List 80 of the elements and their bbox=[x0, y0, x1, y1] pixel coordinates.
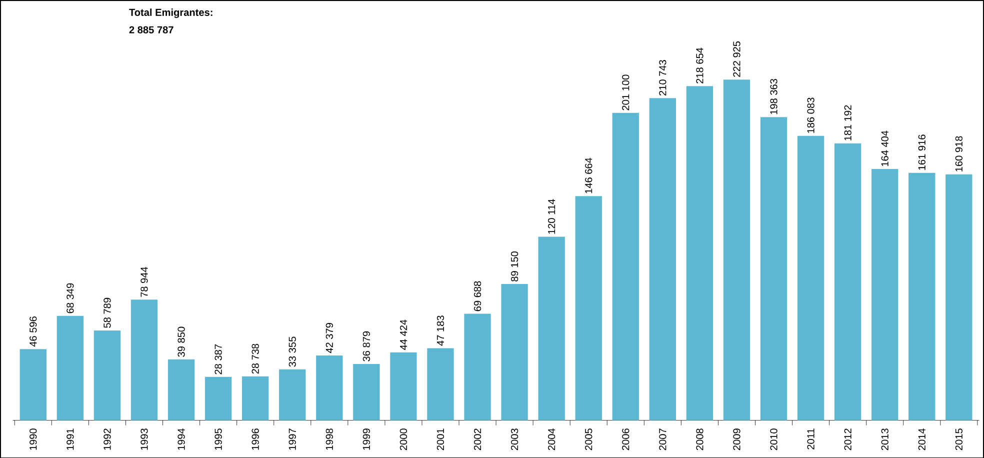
x-tick-label: 2011 bbox=[807, 428, 814, 450]
data-label: 186 083 bbox=[807, 98, 814, 133]
x-tick-label: 2009 bbox=[733, 428, 740, 450]
x-tick-label: 1997 bbox=[288, 428, 296, 450]
data-label: 46 596 bbox=[30, 316, 37, 346]
data-label: 33 355 bbox=[288, 336, 296, 367]
bar bbox=[279, 369, 306, 420]
bar bbox=[612, 112, 639, 420]
x-tick-label: 2014 bbox=[918, 428, 926, 450]
x-tick-label: 2006 bbox=[622, 428, 630, 450]
bar bbox=[834, 143, 862, 420]
x-tick-label: 2001 bbox=[436, 428, 444, 450]
bar bbox=[946, 174, 972, 420]
x-tick-label: 2000 bbox=[400, 428, 408, 450]
data-label: 161 916 bbox=[918, 134, 926, 170]
data-label: 44 424 bbox=[400, 319, 407, 350]
bar bbox=[353, 364, 380, 420]
data-label: 89 150 bbox=[510, 251, 518, 282]
text: 2 885 787 bbox=[129, 26, 174, 34]
x-tick-label: 1995 bbox=[214, 428, 222, 450]
x-tick-label: 2005 bbox=[585, 428, 592, 450]
data-label: 47 183 bbox=[436, 315, 444, 346]
bar bbox=[390, 352, 417, 420]
x-tick-label: 2012 bbox=[844, 428, 852, 450]
data-label: 28 738 bbox=[252, 344, 259, 374]
bar bbox=[501, 284, 528, 420]
x-tick-label: 2008 bbox=[696, 428, 704, 450]
data-label: 146 664 bbox=[585, 158, 592, 193]
bar bbox=[538, 236, 565, 420]
data-label: 36 879 bbox=[362, 331, 370, 362]
data-label: 28 387 bbox=[214, 344, 222, 374]
x-tick-label: 1998 bbox=[326, 428, 333, 450]
bar bbox=[94, 330, 121, 420]
data-label: 201 100 bbox=[622, 74, 630, 110]
x-tick-label: 2002 bbox=[474, 428, 482, 450]
bar bbox=[797, 136, 824, 420]
bar bbox=[242, 376, 269, 420]
data-label: 164 404 bbox=[881, 130, 888, 166]
bar bbox=[204, 376, 232, 420]
x-tick-label: 1990 bbox=[30, 428, 37, 450]
bar bbox=[316, 355, 343, 420]
x-tick-label: 1994 bbox=[178, 428, 185, 450]
data-label: 222 925 bbox=[733, 41, 740, 77]
data-label: 39 850 bbox=[178, 326, 185, 357]
bar bbox=[575, 196, 602, 420]
bar bbox=[649, 98, 676, 420]
bar bbox=[760, 116, 788, 420]
data-label: 78 944 bbox=[140, 266, 148, 297]
x-tick-label: 1993 bbox=[140, 428, 148, 450]
bar bbox=[908, 172, 936, 420]
data-label: 181 192 bbox=[844, 105, 852, 140]
x-tick-label: 2010 bbox=[770, 428, 778, 450]
x-tick-label: 2013 bbox=[881, 428, 888, 450]
data-label: 58 789 bbox=[104, 298, 111, 328]
x-tick-label: 2004 bbox=[548, 428, 556, 450]
data-label: 210 743 bbox=[659, 60, 666, 96]
data-label: 69 688 bbox=[474, 281, 482, 311]
x-tick-label: 1991 bbox=[66, 428, 74, 450]
bar bbox=[130, 299, 158, 420]
bar bbox=[168, 359, 195, 420]
x-tick-label: 2003 bbox=[510, 428, 518, 450]
bar bbox=[427, 348, 454, 420]
x-tick-label: 1996 bbox=[252, 428, 259, 450]
bar bbox=[56, 316, 84, 420]
data-label: 218 654 bbox=[696, 48, 704, 84]
bar bbox=[686, 86, 714, 420]
data-label: 120 114 bbox=[548, 198, 556, 234]
data-label: 160 918 bbox=[955, 136, 962, 172]
bar bbox=[872, 168, 898, 420]
text: Total Emigrantes: bbox=[129, 8, 212, 18]
bar bbox=[464, 314, 491, 420]
data-label: 198 363 bbox=[770, 78, 778, 114]
x-tick-label: 1999 bbox=[362, 428, 370, 450]
data-label: 68 349 bbox=[66, 283, 74, 313]
x-tick-label: 1992 bbox=[104, 428, 111, 450]
data-label: 42 379 bbox=[326, 322, 333, 353]
bar bbox=[20, 348, 46, 420]
bar bbox=[723, 79, 750, 420]
x-tick-label: 2007 bbox=[659, 428, 666, 450]
x-tick-label: 2015 bbox=[955, 428, 962, 450]
